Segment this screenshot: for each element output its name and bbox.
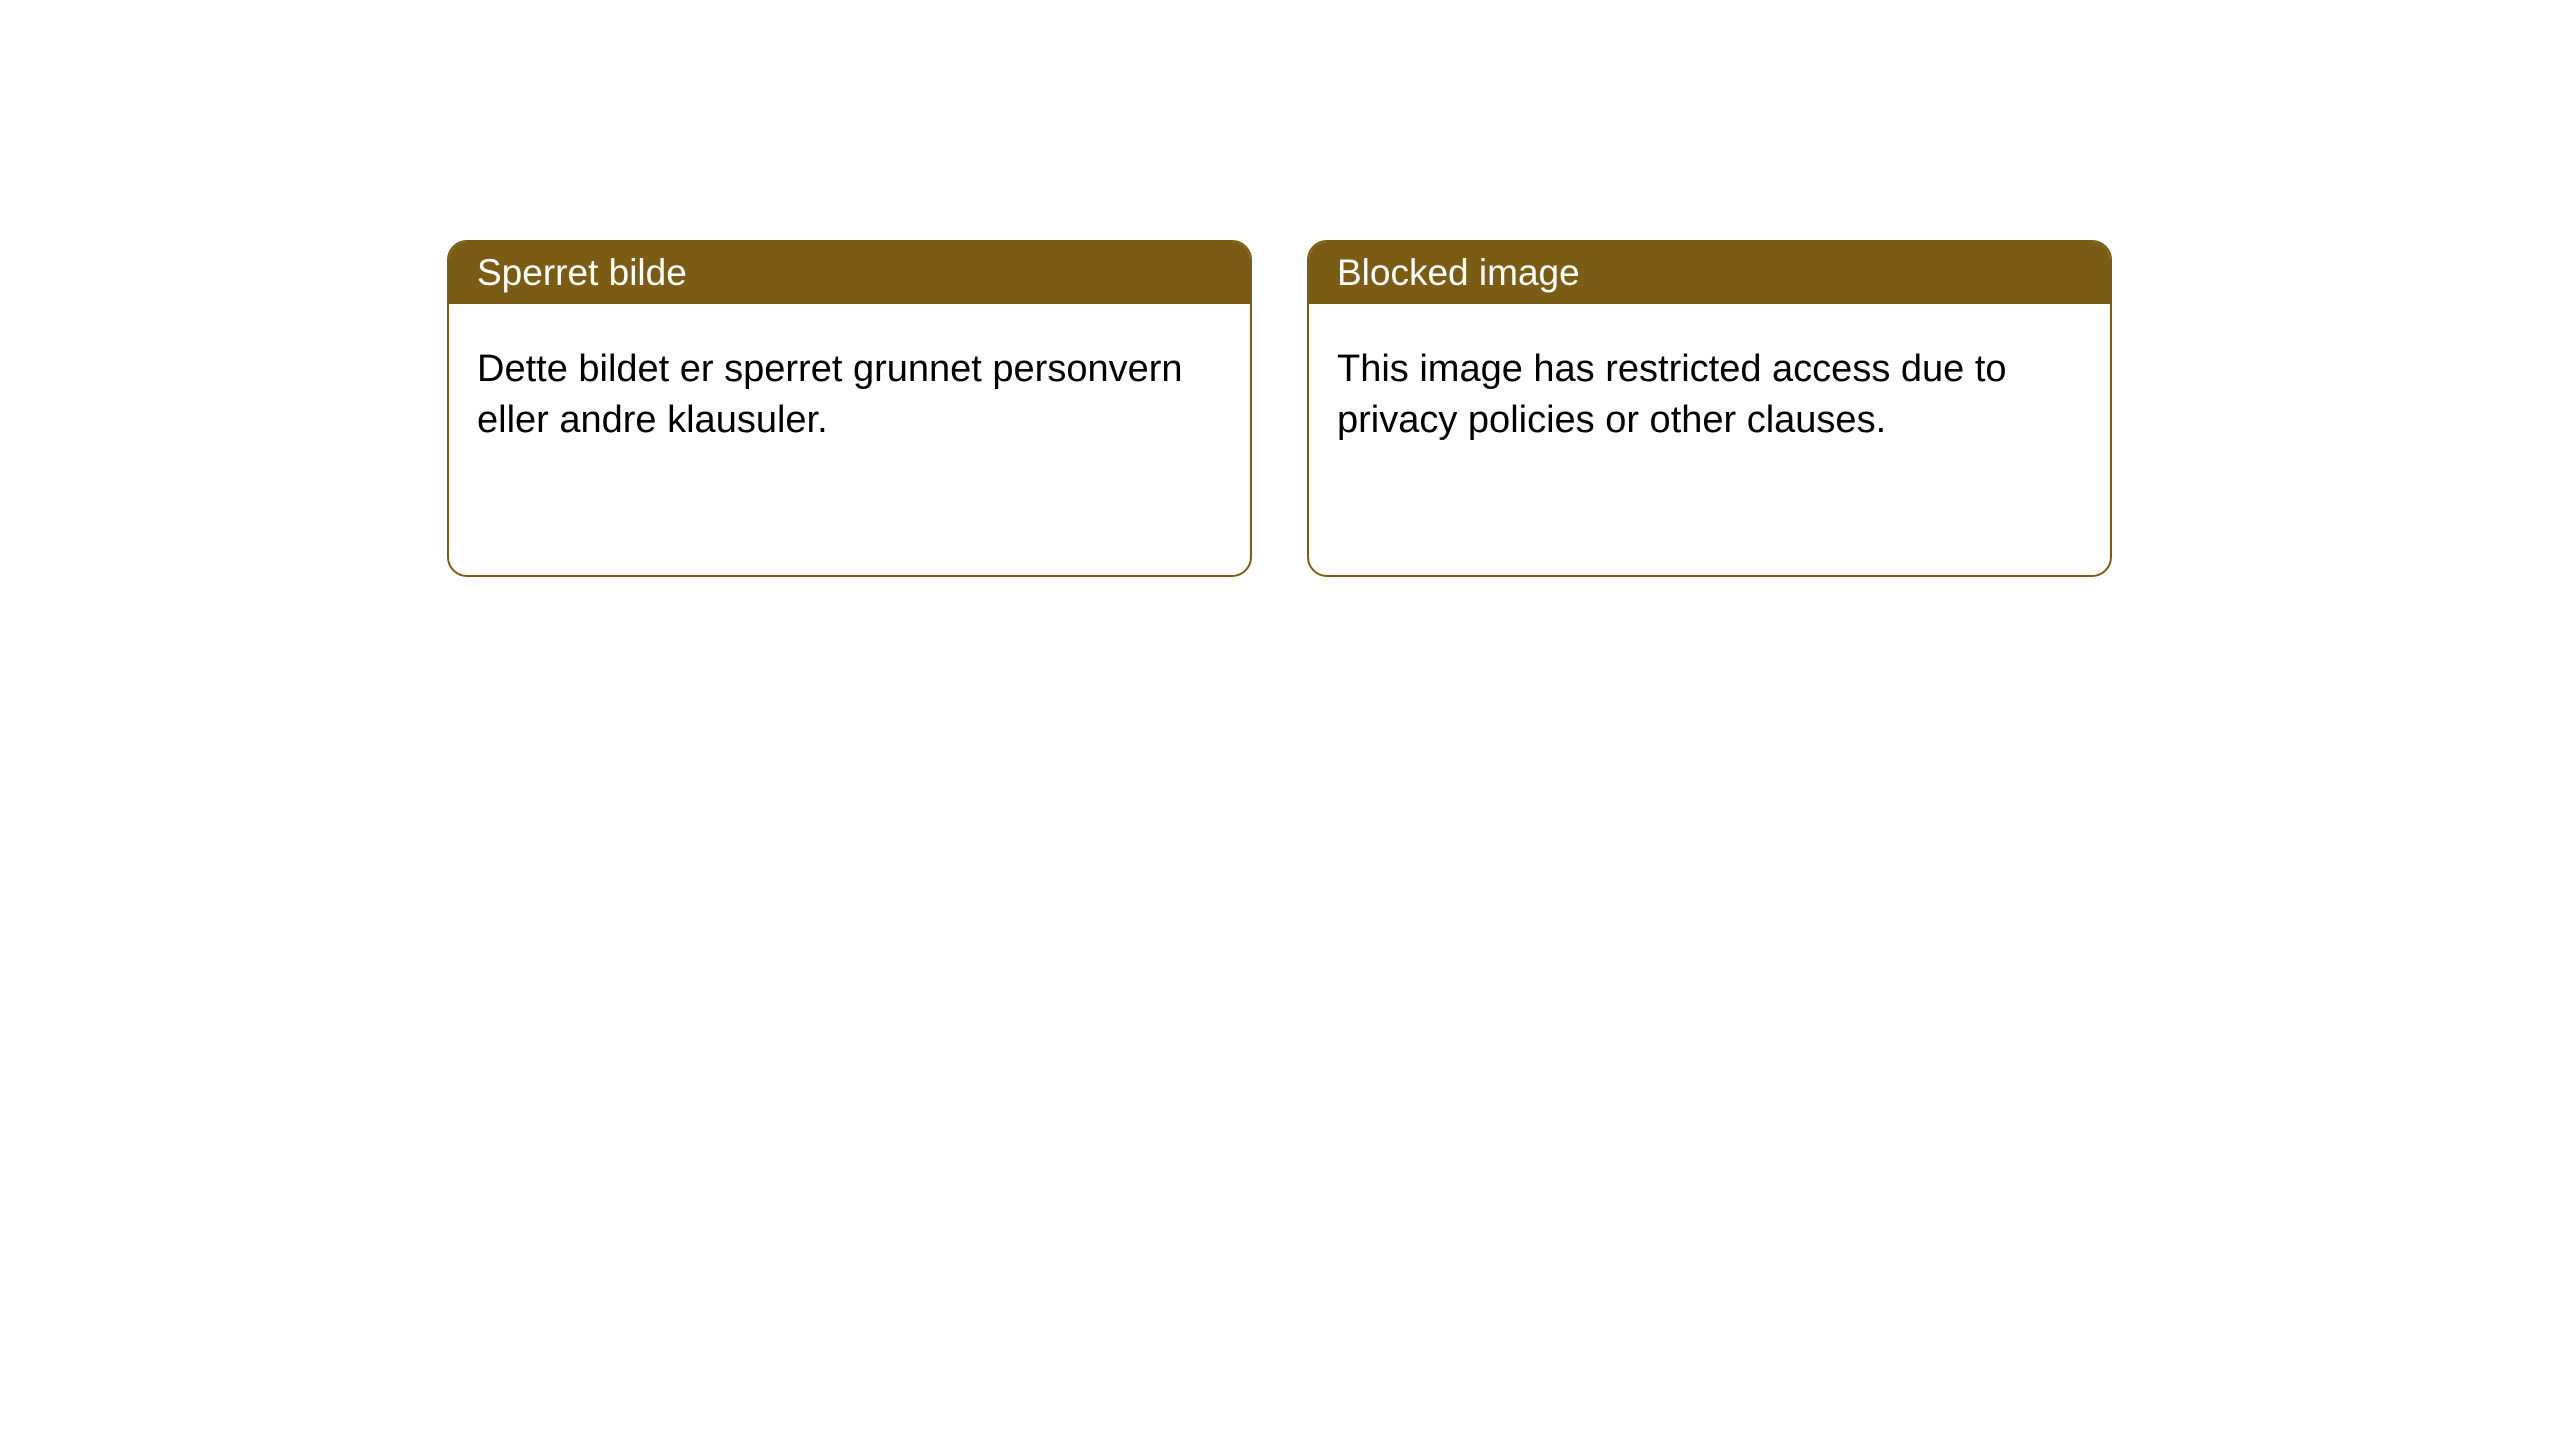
card-title-nb: Sperret bilde bbox=[449, 242, 1250, 304]
card-body-en: This image has restricted access due to … bbox=[1309, 304, 2110, 487]
blocked-image-card-nb: Sperret bilde Dette bildet er sperret gr… bbox=[447, 240, 1252, 577]
blocked-image-card-en: Blocked image This image has restricted … bbox=[1307, 240, 2112, 577]
card-body-nb: Dette bildet er sperret grunnet personve… bbox=[449, 304, 1250, 487]
card-title-en: Blocked image bbox=[1309, 242, 2110, 304]
notice-container: Sperret bilde Dette bildet er sperret gr… bbox=[447, 240, 2112, 577]
